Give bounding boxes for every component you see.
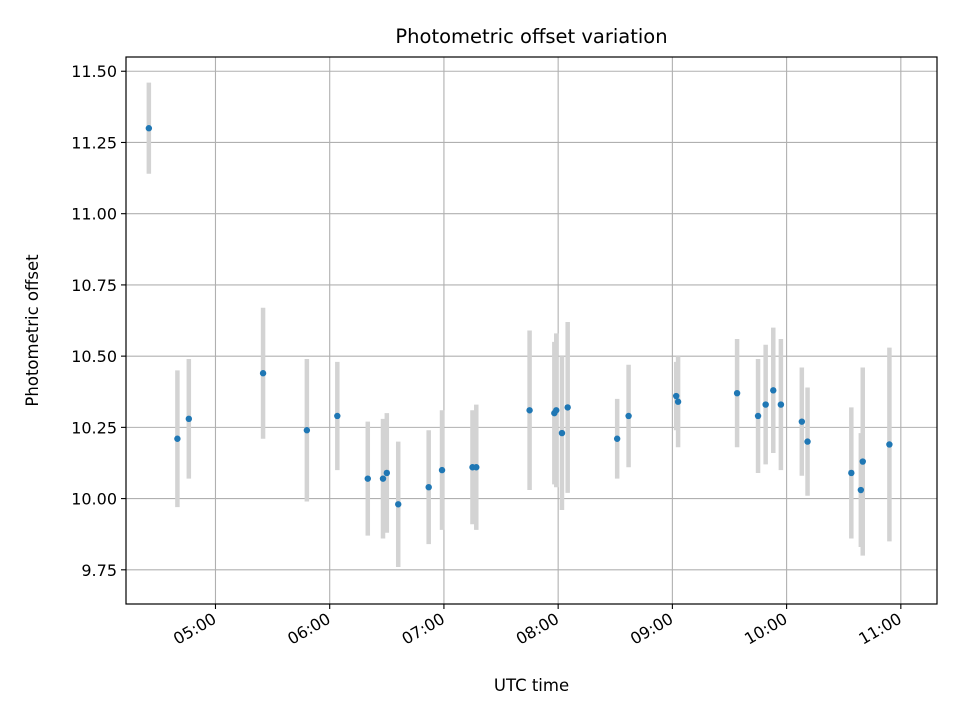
y-axis: 9.75 10.00 10.25 10.50 10.75 11.00 11.25 11.50 [71,62,126,580]
data-point [859,458,866,465]
data-point [526,407,533,414]
data-point [395,501,402,508]
data-point [438,466,446,474]
data-point [886,441,893,448]
data-point [558,429,566,437]
data-point [303,427,311,434]
data-point [145,125,153,132]
data-point [334,412,341,420]
y-axis-label: Photometric offset [23,254,42,407]
chart-title: Photometric offset variation [395,25,667,48]
y-tick-label: 11.25 [71,133,117,152]
data-point [770,387,777,394]
y-tick-label: 10.00 [71,490,117,509]
data-point [553,407,560,414]
data-point [798,418,806,425]
data-point [762,401,769,408]
y-tick-label: 10.75 [71,276,117,295]
data-point [857,486,865,494]
data-point [674,398,682,405]
data-point [425,483,432,491]
data-point [364,475,371,482]
data-point [259,370,267,377]
grid [126,57,937,604]
plot-frame [125,56,938,605]
data-point [733,389,741,397]
data-point [564,404,571,411]
data-point [625,412,632,420]
data-point [174,435,181,442]
y-tick-label: 10.50 [71,347,117,366]
data-point [383,469,391,477]
data-point [672,392,680,400]
data-point [777,401,785,408]
data-point [379,475,387,482]
data-point [754,412,762,420]
x-axis-label: UTC time [494,676,569,695]
data-points [145,125,893,508]
data-point [613,435,621,442]
y-tick-label: 10.25 [71,418,117,437]
data-point [804,438,811,445]
data-point [473,464,480,471]
y-tick-label: 11.00 [71,205,117,224]
y-tick-label: 11.50 [71,62,117,81]
data-point [185,415,193,423]
data-point [848,469,855,477]
y-tick-label: 9.75 [81,561,117,580]
